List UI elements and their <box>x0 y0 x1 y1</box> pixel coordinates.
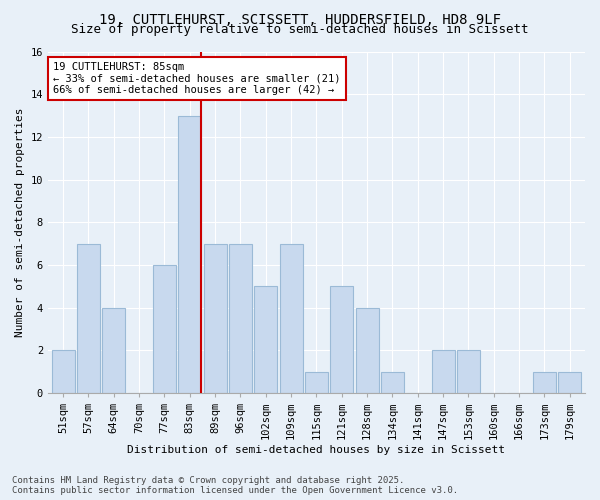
Bar <box>52 350 74 393</box>
Bar <box>559 372 581 393</box>
Bar <box>103 308 125 393</box>
Bar <box>254 286 277 393</box>
Text: Contains HM Land Registry data © Crown copyright and database right 2025.
Contai: Contains HM Land Registry data © Crown c… <box>12 476 458 495</box>
Bar <box>533 372 556 393</box>
Text: 19 CUTTLEHURST: 85sqm
← 33% of semi-detached houses are smaller (21)
66% of semi: 19 CUTTLEHURST: 85sqm ← 33% of semi-deta… <box>53 62 341 95</box>
Bar <box>432 350 455 393</box>
Bar <box>77 244 100 393</box>
Bar <box>457 350 480 393</box>
Bar <box>229 244 252 393</box>
Bar <box>204 244 227 393</box>
Bar <box>356 308 379 393</box>
Bar <box>381 372 404 393</box>
Y-axis label: Number of semi-detached properties: Number of semi-detached properties <box>15 108 25 337</box>
Text: Size of property relative to semi-detached houses in Scissett: Size of property relative to semi-detach… <box>71 22 529 36</box>
Bar <box>153 265 176 393</box>
Text: 19, CUTTLEHURST, SCISSETT, HUDDERSFIELD, HD8 9LF: 19, CUTTLEHURST, SCISSETT, HUDDERSFIELD,… <box>99 12 501 26</box>
Bar <box>280 244 302 393</box>
Bar <box>305 372 328 393</box>
X-axis label: Distribution of semi-detached houses by size in Scissett: Distribution of semi-detached houses by … <box>127 445 505 455</box>
Bar <box>178 116 201 393</box>
Bar <box>331 286 353 393</box>
